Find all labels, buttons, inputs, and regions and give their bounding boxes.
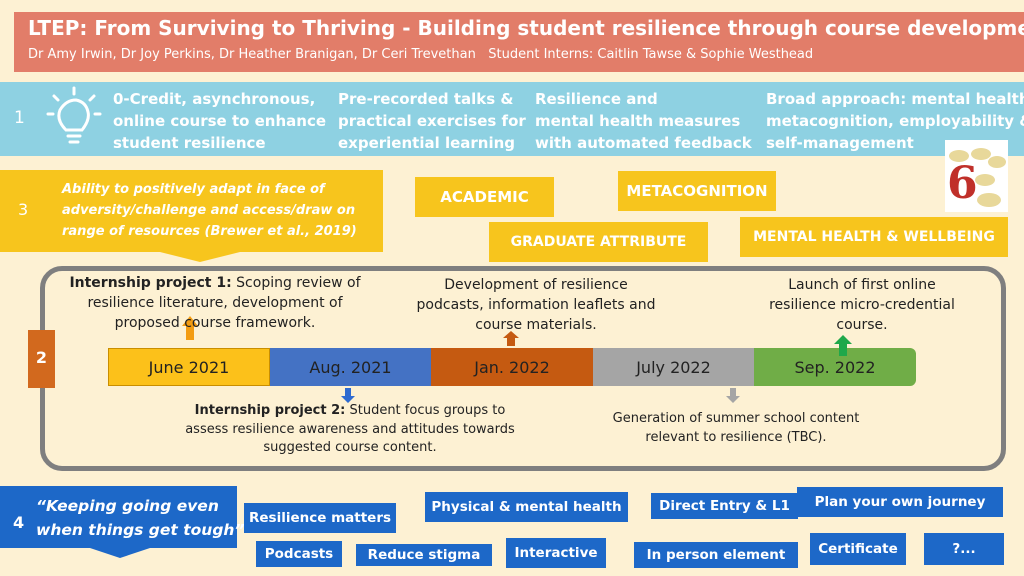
line: experiential learning [338,134,516,152]
timeline-segment: Sep. 2022 [754,348,916,386]
quote: “Keeping going even when things get tough… [36,494,244,542]
line: suggested course content. [263,440,437,455]
milestone-text: Development of resilience podcasts, infor… [386,275,686,335]
line: Ability to positively adapt in face of [62,182,325,197]
section1-bar [0,82,1024,156]
tag: Direct Entry & L1 [651,493,798,519]
feature: Pre-recorded talks & practical exercises … [338,88,526,154]
line: Pre-recorded talks & [338,90,514,108]
line: self-management [766,134,914,152]
line: Scoping review of [236,275,361,291]
section-number: 3 [18,200,29,219]
line: Generation of summer school content [612,411,860,426]
authors: Dr Amy Irwin, Dr Joy Perkins, Dr Heather… [28,47,813,62]
line: when things get tough” [36,521,245,539]
milestone-text: Launch of first online resilience micro-c… [732,275,992,335]
line: range of resources (Brewer et al., 2019) [62,224,357,239]
tag: MENTAL HEALTH & WELLBEING [740,217,1008,257]
tag: Physical & mental health [425,492,628,522]
timeline-segment: July 2022 [593,348,754,386]
header-bar [14,12,1024,72]
line: practical exercises for [338,112,526,130]
line: course materials. [475,317,597,333]
bold-label: Internship project 1: [69,275,232,291]
line: online course to enhance [113,112,327,130]
tag: In person element [634,542,798,568]
arrow [503,331,519,346]
line: mental health measures [535,112,741,130]
tag: ACADEMIC [415,177,554,217]
line: resilience literature, development of [87,295,343,311]
tag: Certificate [810,533,906,565]
ducks [949,148,1006,207]
arrow [341,388,355,403]
tag: Resilience matters [244,503,396,533]
feature: Resilience and mental health measures with… [535,88,752,154]
section-number: 2 [28,330,55,388]
line: Student focus groups to [349,403,506,418]
line: “Keeping going even [36,497,219,515]
line: student resilience [113,134,266,152]
ducks-image: 6 [945,140,1008,212]
section3-box [0,170,383,262]
bulb-icon [46,86,102,144]
line: resilience micro-credential [769,297,955,313]
milestone-text: Generation of summer school content relev… [586,409,886,447]
line: adversity/challenge and access/draw on [62,203,356,218]
tag: METACOGNITION [618,171,776,211]
line: Resilience and [535,90,658,108]
authors-text: Dr Amy Irwin, Dr Joy Perkins, Dr Heather… [28,47,476,62]
timeline-segment: Aug. 2021 [270,348,431,386]
milestone-text: Internship project 2: Student focus grou… [150,402,550,458]
line: podcasts, information leaflets and [416,297,656,313]
arrow [182,316,198,340]
line: course. [836,317,888,333]
definition: Ability to positively adapt in face of ad… [62,179,357,242]
line: relevant to resilience (TBC). [645,430,827,445]
line: with automated feedback [535,134,752,152]
interns-text: Student Interns: Caitlin Tawse & Sophie … [488,47,814,62]
section-number: 4 [13,513,25,532]
line: Development of resilience [444,277,628,293]
milestone-text: Internship project 1: Scoping review of r… [40,273,390,333]
tag: Plan your own journey [797,487,1003,517]
feature: 0-Credit, asynchronous, online course to … [113,88,326,154]
line: proposed course framework. [114,315,316,331]
line: assess resilience awareness and attitude… [185,421,515,437]
image-label: 6 [947,158,978,209]
line: Launch of first online [788,277,936,293]
timeline-segment: June 2021 [108,348,270,386]
tag: Reduce stigma [356,544,492,566]
timeline-segment: Jan. 2022 [431,348,593,386]
tag: ?... [924,533,1004,565]
line: metacognition, employability & [766,112,1024,130]
feature: Broad approach: mental health, metacognit… [766,88,1024,154]
section-number: 1 [14,108,25,128]
tag: GRADUATE ATTRIBUTE [489,222,708,262]
title: LTEP: From Surviving to Thriving - Build… [28,16,1024,40]
arrow [726,388,740,403]
section4-box [0,486,237,558]
line: 0-Credit, asynchronous, [113,90,316,108]
bold-label: Internship project 2: [194,403,346,418]
arrow [834,335,852,356]
line: Broad approach: mental health, [766,90,1024,108]
tag: Podcasts [256,541,342,567]
tag: Interactive [506,538,606,568]
